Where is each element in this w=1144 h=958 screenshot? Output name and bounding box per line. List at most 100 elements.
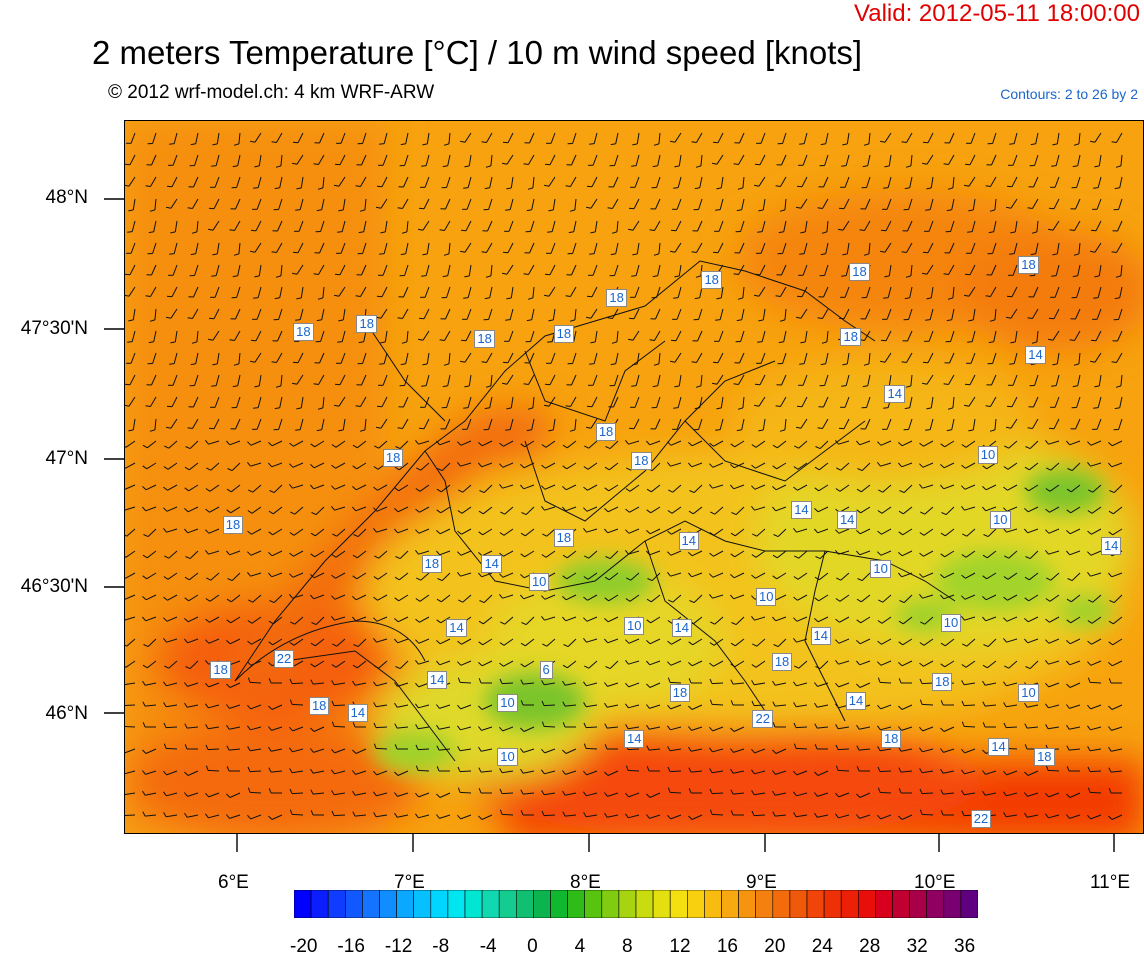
contour-label: 18: [932, 673, 953, 692]
color-bar-tick-label: 36: [954, 936, 976, 957]
lon-label-11e: 11°E: [1090, 872, 1130, 893]
color-swatch: [327, 889, 346, 919]
color-swatch: [293, 889, 312, 919]
contour-label: 10: [977, 446, 999, 465]
color-bar-tick-label: -16: [337, 936, 365, 957]
contour-label: 18: [308, 696, 330, 715]
lat-ticks: [104, 198, 124, 714]
color-swatch: [516, 889, 534, 919]
lon-label-6e: 6°E: [218, 872, 249, 893]
contour-label: 18: [1018, 255, 1039, 274]
contour-label: 14: [347, 704, 369, 723]
contour-label: 14: [446, 619, 467, 638]
color-swatch: [755, 889, 774, 919]
color-swatch: [601, 889, 620, 919]
color-swatch: [379, 889, 397, 919]
valid-time: Valid: 2012-05-11 18:00:00: [854, 0, 1140, 27]
lon-label-10e: 10°E: [914, 872, 956, 893]
contour-label: 18: [669, 683, 691, 702]
color-swatch: [738, 889, 757, 919]
contour-label: 10: [528, 572, 550, 591]
contour-label: 22: [273, 650, 295, 669]
color-bar-tick-label: 12: [669, 936, 691, 957]
color-bar-tick-label: 24: [811, 936, 833, 957]
color-bar-tick-label: 28: [859, 936, 881, 957]
map-title: 2 meters Temperature [°C] / 10 m wind sp…: [92, 34, 863, 71]
contour-label: 18: [210, 660, 231, 679]
lat-label-46n: 46°N: [45, 703, 88, 724]
contour-label: 18: [553, 528, 575, 547]
color-swatch: [533, 889, 551, 919]
color-swatch: [464, 889, 483, 919]
contour-label: 18: [474, 330, 495, 349]
color-swatch: [498, 889, 517, 919]
color-bar-tick-label: -12: [384, 936, 413, 957]
color-swatch: [635, 889, 654, 919]
color-swatch: [652, 889, 671, 919]
color-swatch: [584, 889, 603, 919]
lon-label-8e: 8°E: [570, 872, 601, 893]
color-swatch: [344, 889, 363, 919]
color-swatch: [909, 889, 927, 919]
color-bar: [293, 889, 979, 923]
color-swatch: [704, 889, 722, 919]
lat-label-46-30n: 46°30'N: [20, 576, 88, 597]
color-swatch: [567, 889, 586, 919]
contour-label: 18: [1034, 748, 1055, 767]
color-swatch: [823, 889, 842, 919]
contour-label: 10: [624, 616, 645, 635]
contour-label: 10: [940, 614, 962, 633]
color-swatch: [618, 889, 637, 919]
color-bar-tick-label: 16: [716, 936, 738, 957]
contour-label: 10: [990, 510, 1011, 529]
color-bar-swatches: [293, 889, 979, 919]
contour-label: 18: [553, 325, 575, 344]
color-swatch: [943, 889, 962, 919]
contour-label: 14: [426, 670, 448, 689]
contour-label: 10: [1018, 683, 1039, 702]
wind-barbs: [125, 132, 1123, 820]
lon-label-9e: 9°E: [746, 872, 777, 893]
temperature-map[interactable]: 18 18 18 18 18 18 18 18 18 14 14 18 18 18 10 18 14 14 10 18…: [124, 120, 1144, 834]
contour-label: 14: [671, 619, 692, 638]
contour-label: 18: [382, 449, 404, 467]
color-swatch: [362, 889, 380, 919]
contour-label: 22: [970, 810, 992, 829]
color-swatch: [806, 889, 825, 919]
color-swatch: [857, 889, 876, 919]
contour-label: 14: [884, 384, 905, 403]
color-swatch: [926, 889, 945, 919]
contour-label: 10: [870, 559, 891, 578]
contour-label: 18: [222, 516, 244, 535]
color-bar-tick-label: -8: [432, 936, 450, 957]
color-swatch: [481, 889, 500, 919]
lon-label-7e: 7°E: [394, 872, 425, 893]
lon-ticks: [236, 832, 1115, 852]
color-swatch: [892, 889, 910, 919]
contour-label: 18: [840, 327, 861, 346]
cold-alpine-patches: [375, 469, 1113, 771]
contour-label: 18: [880, 730, 902, 749]
color-swatch: [447, 889, 466, 919]
lat-label-47n: 47°N: [45, 448, 88, 469]
lat-label-47-30n: 47°30'N: [20, 318, 88, 339]
contour-label: 6: [539, 660, 553, 679]
contour-label: 14: [836, 510, 858, 529]
contour-label: 10: [756, 588, 777, 607]
map-subtitle: © 2012 wrf-model.ch: 4 km WRF-ARW: [108, 82, 435, 103]
color-swatch: [960, 889, 979, 919]
color-swatch: [396, 889, 414, 919]
color-swatch: [669, 889, 688, 919]
contour-label: 18: [356, 314, 377, 333]
color-swatch: [875, 889, 893, 919]
contour-label: 14: [1100, 536, 1122, 555]
color-bar-tick-label: 0: [527, 936, 538, 957]
contour-label: 14: [481, 554, 502, 573]
lat-label-48n: 48°N: [45, 187, 88, 208]
contour-label: 18: [606, 289, 627, 308]
temperature-shading: [125, 121, 1143, 833]
contour-label: 14: [678, 531, 700, 550]
color-swatch: [430, 889, 449, 919]
color-swatch: [413, 889, 432, 919]
contour-label: 22: [752, 709, 773, 728]
